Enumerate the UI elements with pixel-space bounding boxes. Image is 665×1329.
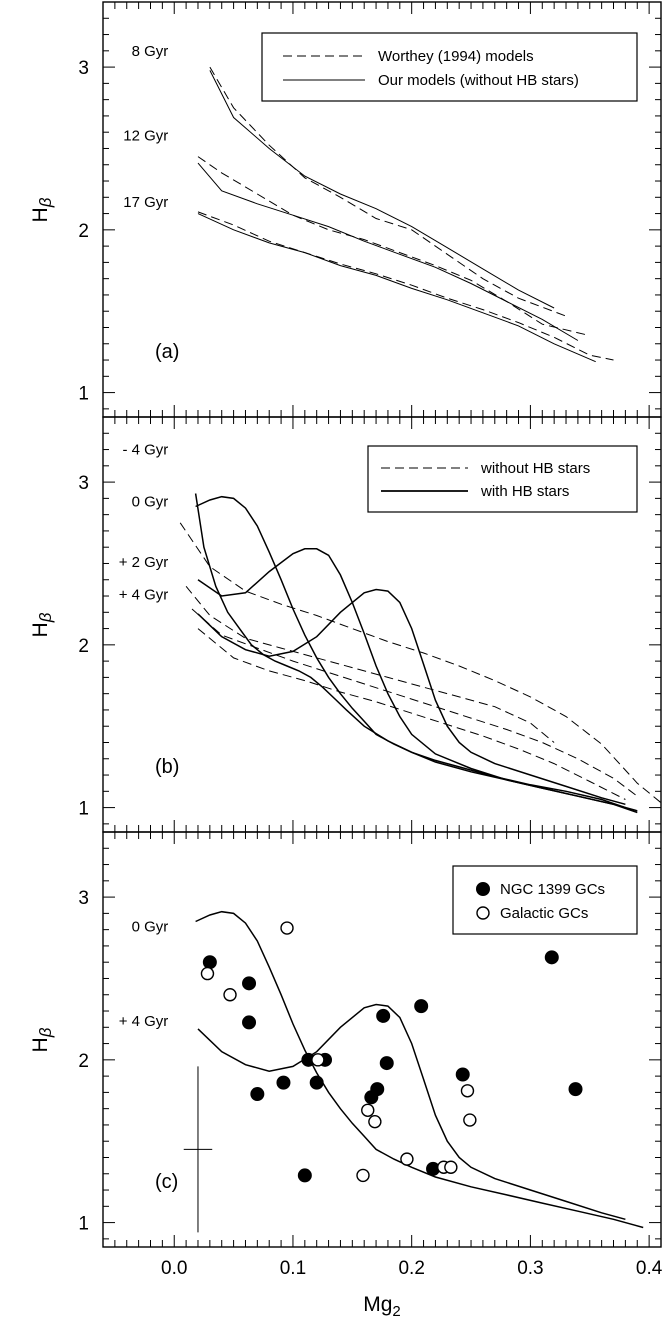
y-tick-label-a: 1 bbox=[78, 384, 89, 405]
legend-c: NGC 1399 GCs Galactic GCs bbox=[452, 865, 638, 935]
point-ngc1399-13 bbox=[414, 999, 429, 1014]
y-axis-title-b: Hβ bbox=[29, 612, 55, 637]
x-tick-label: 0.2 bbox=[398, 1258, 424, 1279]
legend-c-marker-filled bbox=[476, 882, 490, 896]
legend-a-box bbox=[261, 32, 638, 102]
series-line-b-2 bbox=[191, 608, 638, 797]
series-line-c-0 bbox=[195, 910, 644, 1229]
y-tick-label-b: 2 bbox=[78, 636, 89, 657]
point-galactic-3 bbox=[311, 1053, 325, 1067]
y-axis-title-b-main: H bbox=[29, 622, 52, 637]
point-ngc1399-10 bbox=[370, 1082, 385, 1097]
point-galactic-5 bbox=[361, 1103, 375, 1117]
legend-b-label-without: without HB stars bbox=[480, 460, 590, 477]
y-axis-title-c-main: H bbox=[29, 1037, 52, 1052]
point-galactic-9 bbox=[444, 1160, 458, 1174]
plot-layer: 1 2 3 8 Gyr 12 Gyr 17 Gyr 1 2 3 - 4 Gyr 0 Gyr + 2 G… bbox=[78, 2, 663, 1279]
point-galactic-6 bbox=[368, 1114, 382, 1129]
age-label-a-0: 8 Gyr bbox=[132, 43, 169, 60]
age-label-c-0: 0 Gyr bbox=[132, 918, 169, 935]
y-tick-label-c: 3 bbox=[78, 888, 89, 909]
series-line-a-2 bbox=[197, 156, 590, 337]
point-ngc1399-4 bbox=[276, 1075, 291, 1090]
point-galactic-10 bbox=[460, 1084, 475, 1098]
point-ngc1399-2 bbox=[242, 1015, 257, 1030]
legend-a-label-ours: Our models (without HB stars) bbox=[378, 72, 579, 89]
y-axis-title-a-main: H bbox=[29, 207, 52, 222]
panel-label-c: (c) bbox=[155, 1171, 178, 1193]
y-axis-title-b-greek: β bbox=[36, 612, 55, 623]
age-label-b-2: + 2 Gyr bbox=[119, 554, 169, 571]
point-ngc1399-16 bbox=[544, 950, 559, 965]
point-galactic-0 bbox=[200, 966, 215, 981]
y-tick-label-c: 2 bbox=[78, 1051, 89, 1072]
series-line-a-4 bbox=[197, 211, 614, 361]
point-ngc1399-7 bbox=[309, 1075, 324, 1090]
x-tick-label: 0.3 bbox=[517, 1258, 543, 1279]
series-line-b-4 bbox=[194, 493, 626, 809]
x-axis-title-sub: 2 bbox=[392, 1303, 400, 1320]
y-axis-title-c-greek: β bbox=[36, 1027, 55, 1038]
age-label-c-1: + 4 Gyr bbox=[119, 1013, 169, 1030]
legend-b-label-with: with HB stars bbox=[480, 483, 569, 500]
x-tick-label: 0.0 bbox=[161, 1258, 187, 1279]
point-galactic-7 bbox=[400, 1152, 414, 1166]
series-line-a-1 bbox=[209, 70, 555, 309]
point-ngc1399-17 bbox=[568, 1082, 583, 1097]
point-ngc1399-11 bbox=[376, 1008, 391, 1023]
legend-c-label-galactic: Galactic GCs bbox=[500, 905, 588, 922]
series-line-a-3 bbox=[197, 162, 579, 341]
y-tick-label-b: 1 bbox=[78, 799, 89, 820]
point-ngc1399-5 bbox=[297, 1168, 312, 1183]
point-galactic-2 bbox=[280, 921, 294, 935]
legend-c-marker-open bbox=[476, 906, 490, 920]
point-galactic-11 bbox=[463, 1113, 477, 1127]
legend-b: without HB stars with HB stars bbox=[367, 445, 638, 513]
point-ngc1399-12 bbox=[379, 1056, 394, 1071]
legend-a: Worthey (1994) models Our models (withou… bbox=[261, 32, 638, 102]
legend-b-box bbox=[367, 445, 638, 513]
age-label-a-1: 12 Gyr bbox=[123, 127, 168, 144]
point-ngc1399-3 bbox=[250, 1087, 265, 1102]
x-tick-label: 0.1 bbox=[280, 1258, 306, 1279]
x-axis-title: Mg2 bbox=[363, 1293, 401, 1320]
age-label-b-3: + 4 Gyr bbox=[119, 586, 169, 603]
legend-a-label-worthey: Worthey (1994) models bbox=[378, 48, 534, 65]
y-tick-label-c: 1 bbox=[78, 1214, 89, 1235]
y-axis-title-a: Hβ bbox=[29, 197, 55, 222]
point-ngc1399-1 bbox=[242, 976, 257, 991]
panel-frame-c bbox=[102, 831, 662, 1248]
point-galactic-1 bbox=[223, 988, 237, 1002]
panel-label-b: (b) bbox=[155, 756, 179, 778]
y-axis-title-a-greek: β bbox=[36, 197, 55, 208]
series-line-b-1 bbox=[185, 585, 555, 743]
y-tick-label-b: 3 bbox=[78, 473, 89, 494]
series-line-a-0 bbox=[209, 66, 567, 317]
legend-c-box bbox=[452, 865, 638, 935]
age-label-b-1: 0 Gyr bbox=[132, 494, 169, 511]
x-axis-title-main: Mg bbox=[363, 1293, 392, 1316]
point-ngc1399-0 bbox=[202, 955, 217, 970]
y-tick-label-a: 3 bbox=[78, 58, 89, 79]
series-line-a-5 bbox=[197, 213, 596, 363]
x-tick-label: 0.4 bbox=[636, 1258, 663, 1279]
age-label-b-0: - 4 Gyr bbox=[122, 442, 168, 459]
y-tick-label-a: 2 bbox=[78, 221, 89, 242]
series-line-b-6 bbox=[197, 548, 638, 812]
series-line-b-0 bbox=[179, 522, 662, 804]
series-line-b-7 bbox=[197, 588, 626, 806]
point-ngc1399-15 bbox=[455, 1067, 470, 1082]
series-line-c-1 bbox=[197, 1003, 626, 1221]
age-label-a-2: 17 Gyr bbox=[123, 194, 168, 211]
y-axis-title-c: Hβ bbox=[29, 1027, 55, 1052]
point-galactic-4 bbox=[356, 1168, 370, 1183]
series-line-b-3 bbox=[197, 628, 626, 800]
legend-c-label-ngc: NGC 1399 GCs bbox=[500, 881, 605, 898]
panel-label-a: (a) bbox=[155, 341, 179, 363]
